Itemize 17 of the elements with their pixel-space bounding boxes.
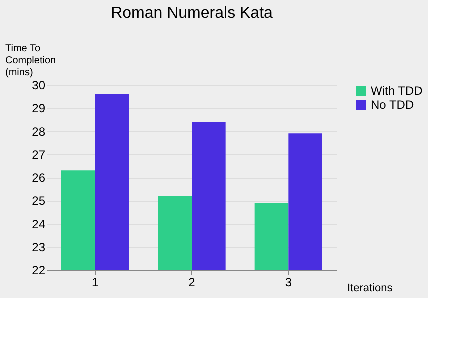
- x-tick-label: 2: [188, 276, 196, 290]
- y-tick-label: 25: [32, 194, 46, 208]
- y-tick-label: 26: [32, 171, 46, 185]
- y-axis-title: Time To Completion (mins): [6, 44, 56, 78]
- legend-label: With TDD: [371, 84, 424, 98]
- legend-label: No TDD: [371, 98, 414, 112]
- y-tick-label: 27: [32, 148, 46, 162]
- y-tick-label: 24: [32, 217, 46, 232]
- y-tick-label: 22: [32, 264, 46, 278]
- chart-title: Roman Numerals Kata: [111, 5, 274, 22]
- x-tick-label: 1: [92, 276, 99, 290]
- y-tick-label: 28: [32, 124, 46, 139]
- y-tick-label: 29: [32, 102, 46, 116]
- y-tick-label: 30: [32, 78, 46, 92]
- y-tick-label: 23: [32, 240, 46, 254]
- x-tick-label: 3: [285, 276, 292, 290]
- x-axis-title: Iterations: [348, 282, 394, 294]
